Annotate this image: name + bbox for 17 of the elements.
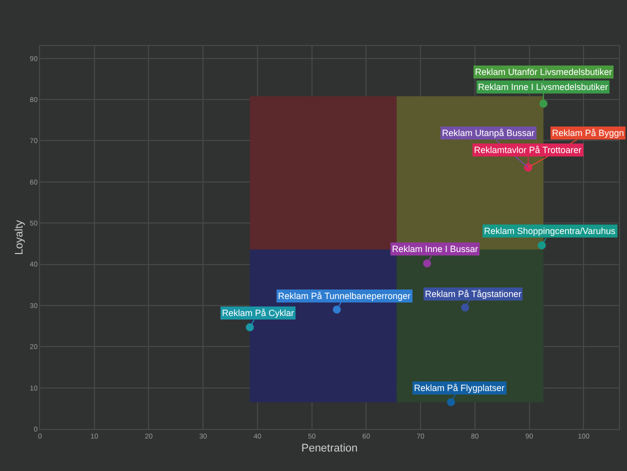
series-label: Reklam På Tunnelbaneperronger xyxy=(278,291,411,301)
series-label: Reklamtavlor På Trottoarer xyxy=(474,145,582,155)
point xyxy=(461,304,470,312)
x-axis-title: Penetration xyxy=(301,442,358,455)
y-axis-title: Loyalty xyxy=(13,220,26,255)
series-label: Reklam På Cyklar xyxy=(222,308,294,318)
series-label: Reklam På Tågstationer xyxy=(425,289,522,299)
point xyxy=(332,306,341,314)
text: Reklam Utanpå Bussar xyxy=(442,128,535,138)
series-label: Reklam Inne I Livsmedelsbutiker xyxy=(478,82,608,92)
point xyxy=(423,259,432,268)
text: Reklam Utanför Livsmedelsbutiker xyxy=(475,67,612,77)
text: Reklam På Byggn xyxy=(552,128,624,138)
series-label: Reklam På Flygplatser xyxy=(414,383,505,393)
series-label: Reklam Shoppingcentra/Varuhus xyxy=(484,226,616,236)
series-label: Reklam Inne I Bussar xyxy=(392,244,478,254)
point xyxy=(447,398,456,406)
